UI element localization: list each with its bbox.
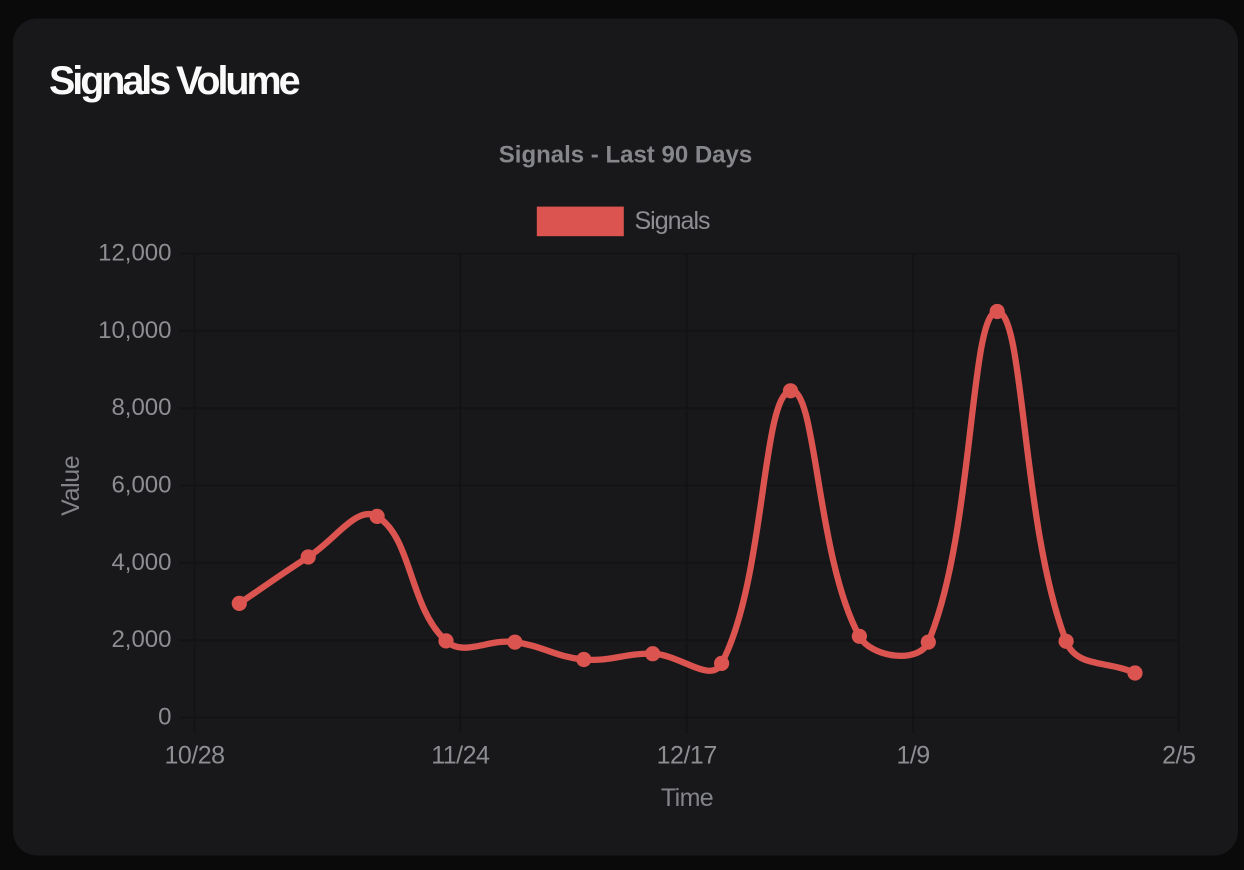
svg-text:10/28: 10/28 [164, 742, 224, 770]
svg-text:0: 0 [158, 704, 171, 731]
svg-text:2/5: 2/5 [1162, 742, 1195, 770]
svg-text:11/24: 11/24 [431, 742, 490, 770]
svg-text:Time: Time [661, 784, 713, 812]
svg-text:6,000: 6,000 [111, 472, 171, 499]
svg-text:10,000: 10,000 [98, 317, 171, 344]
svg-text:Signals - Last 90 Days: Signals - Last 90 Days [499, 142, 752, 169]
svg-text:1/9: 1/9 [896, 742, 929, 770]
svg-text:12,000: 12,000 [98, 240, 171, 267]
svg-text:12/17: 12/17 [657, 742, 717, 770]
svg-text:Signals Volume: Signals Volume [49, 59, 300, 103]
svg-text:4,000: 4,000 [111, 549, 171, 576]
svg-text:Signals: Signals [635, 207, 710, 235]
svg-text:2,000: 2,000 [111, 626, 171, 653]
svg-text:Value: Value [57, 456, 85, 516]
svg-text:8,000: 8,000 [111, 394, 171, 421]
